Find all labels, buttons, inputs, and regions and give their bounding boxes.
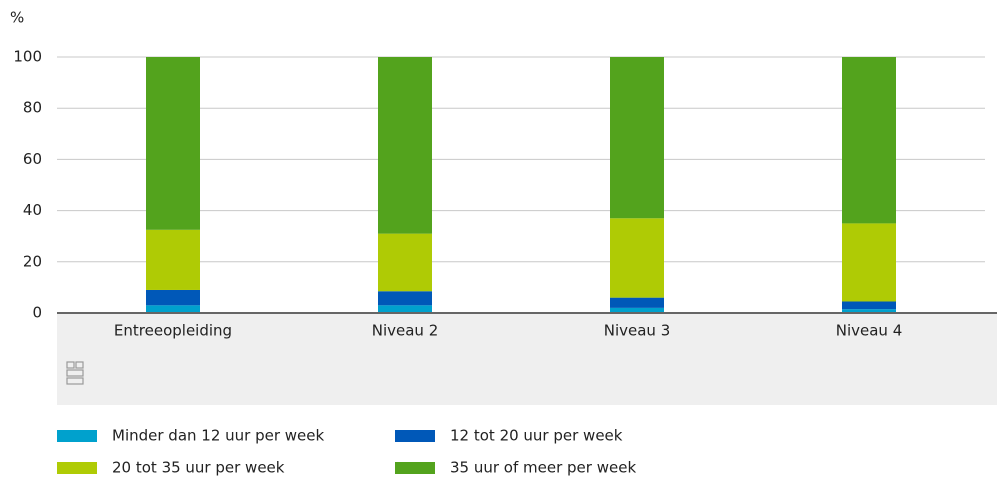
category-band bbox=[57, 313, 997, 405]
bar-segment bbox=[146, 229, 200, 290]
legend-swatch bbox=[395, 430, 435, 442]
x-tick-label: Niveau 4 bbox=[836, 322, 903, 340]
x-tick-label: Niveau 2 bbox=[372, 322, 439, 340]
bar-segment bbox=[842, 301, 896, 310]
legend-swatch bbox=[57, 430, 97, 442]
bar-segment bbox=[146, 57, 200, 230]
bar-segment bbox=[146, 305, 200, 313]
bar-segment bbox=[842, 223, 896, 302]
bar-segment bbox=[610, 218, 664, 298]
y-tick-label: 80 bbox=[23, 99, 42, 117]
bar-segment bbox=[378, 57, 432, 234]
legend-label: 35 uur of meer per week bbox=[450, 459, 636, 477]
logo bbox=[66, 361, 84, 385]
y-tick-label: 40 bbox=[23, 201, 42, 219]
bar-segment bbox=[378, 305, 432, 313]
y-tick-label: 60 bbox=[23, 150, 42, 168]
y-tick-label: 20 bbox=[23, 252, 42, 270]
bar-segment bbox=[378, 291, 432, 306]
legend-swatch bbox=[57, 462, 97, 474]
y-tick-label: 0 bbox=[32, 304, 42, 322]
bar-segment bbox=[842, 57, 896, 224]
legend-label: 20 tot 35 uur per week bbox=[112, 459, 285, 477]
bar-segment bbox=[610, 57, 664, 219]
bar-segment bbox=[146, 289, 200, 306]
bar-segment bbox=[378, 233, 432, 292]
bar-segment bbox=[842, 309, 896, 313]
y-axis-label: % bbox=[10, 9, 24, 27]
bar-segment bbox=[610, 297, 664, 308]
y-tick-label: 100 bbox=[13, 48, 42, 66]
legend-swatch bbox=[395, 462, 435, 474]
legend-label: Minder dan 12 uur per week bbox=[112, 427, 325, 445]
bar-segment bbox=[610, 307, 664, 313]
legend-label: 12 tot 20 uur per week bbox=[450, 427, 623, 445]
x-tick-label: Niveau 3 bbox=[604, 322, 671, 340]
x-tick-label: Entreeopleiding bbox=[114, 322, 232, 340]
